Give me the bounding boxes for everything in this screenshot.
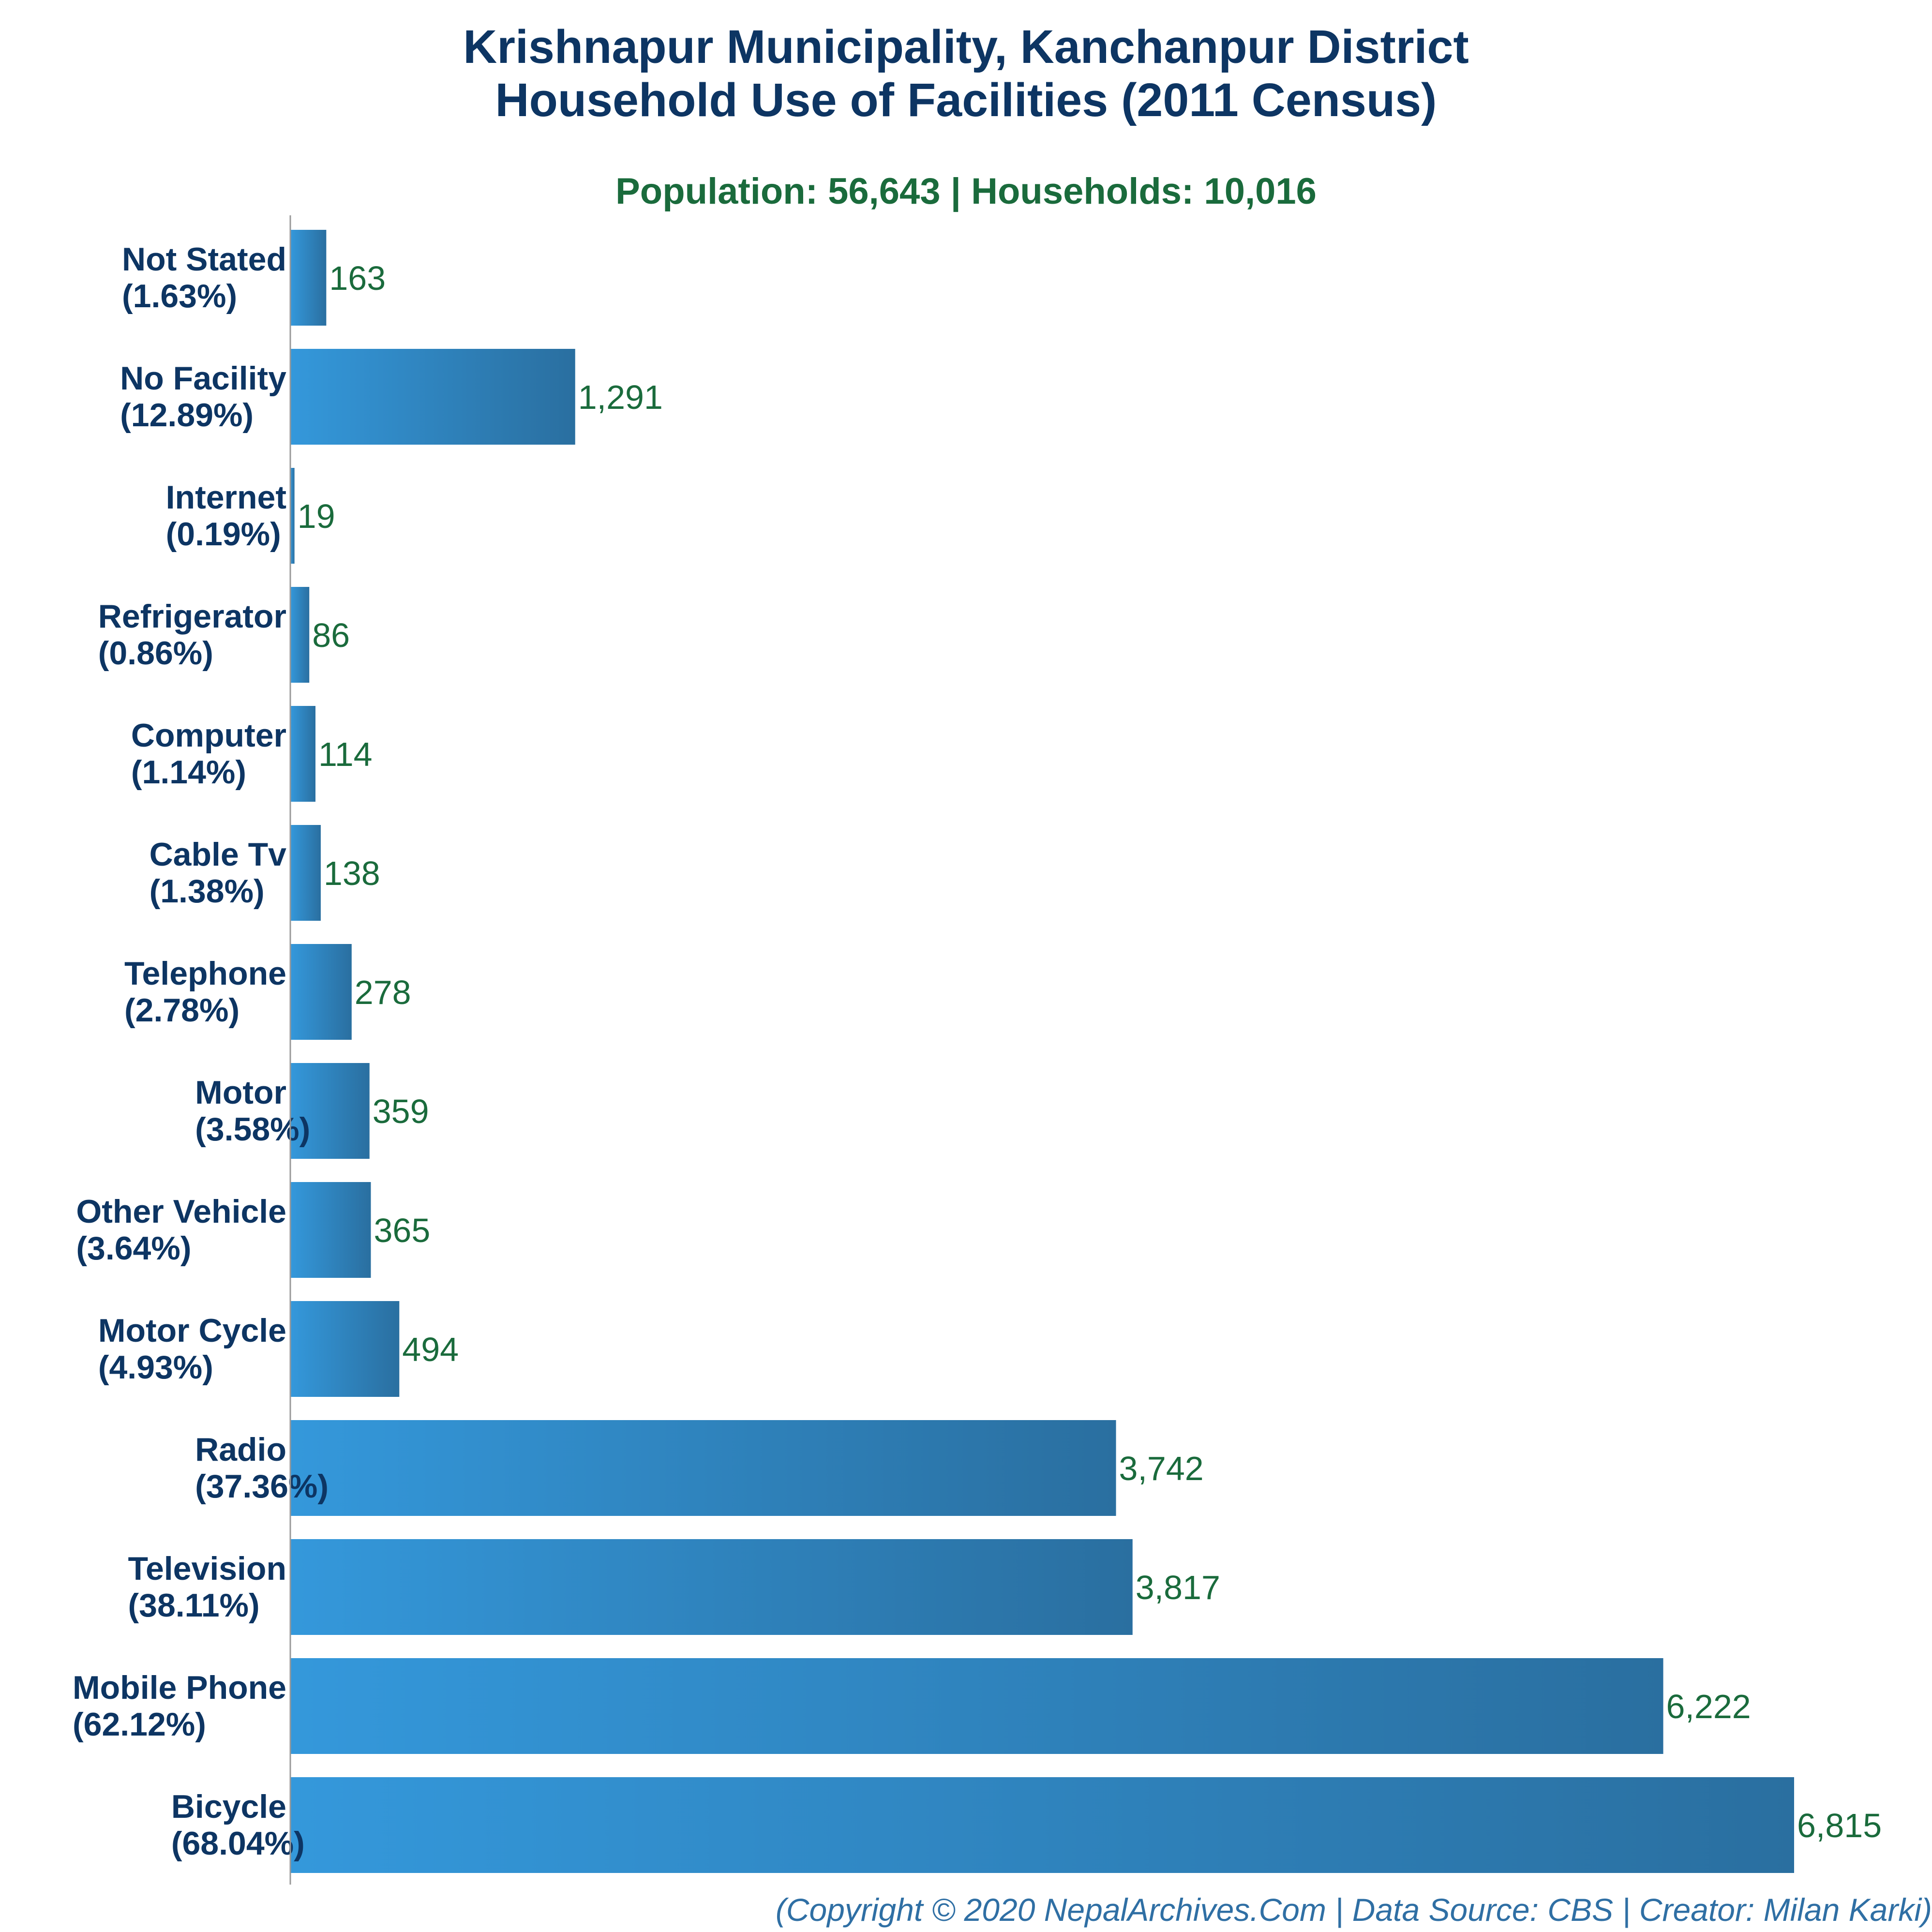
- bar-motor-cycle: [290, 1301, 400, 1397]
- category-label: Refrigerator: [98, 598, 286, 635]
- value-label: 3,817: [1136, 1569, 1220, 1606]
- bar-mobile-phone: [290, 1658, 1663, 1754]
- bar-radio: [290, 1420, 1116, 1516]
- category-percent-label: (37.36%): [195, 1468, 329, 1505]
- category-label: Motor: [195, 1074, 286, 1111]
- value-label: 6,222: [1666, 1688, 1751, 1725]
- category-percent-label: (1.38%): [150, 873, 265, 910]
- category-label: Cable Tv: [150, 836, 287, 873]
- category-label: Internet: [166, 479, 286, 516]
- value-label: 359: [373, 1093, 429, 1130]
- category-label: Television: [128, 1550, 286, 1587]
- category-label: No Facility: [120, 360, 286, 397]
- value-label: 6,815: [1797, 1807, 1882, 1844]
- category-label: Telephone: [124, 955, 286, 992]
- category-percent-label: (3.64%): [76, 1230, 191, 1267]
- chart-subtitle: Population: 56,643 | Households: 10,016: [615, 171, 1317, 212]
- value-label: 114: [318, 735, 373, 773]
- category-percent-label: (12.89%): [120, 397, 254, 434]
- bar-refrigerator: [290, 587, 310, 683]
- bar-not-stated: [290, 230, 327, 326]
- bar-internet: [290, 468, 295, 564]
- bar-telephone: [290, 944, 352, 1040]
- category-percent-label: (0.19%): [166, 516, 281, 553]
- bar-motor: [290, 1063, 370, 1159]
- category-percent-label: (68.04%): [171, 1825, 305, 1862]
- category-label: Motor Cycle: [98, 1312, 286, 1349]
- category-label: Not Stated: [122, 241, 286, 278]
- category-label: Computer: [131, 717, 286, 754]
- category-percent-label: (3.58%): [195, 1111, 310, 1148]
- category-label: Bicycle: [171, 1788, 286, 1825]
- category-percent-label: (38.11%): [128, 1587, 259, 1624]
- value-label: 3,742: [1119, 1450, 1204, 1487]
- bar-bicycle: [290, 1777, 1794, 1873]
- value-label: 1,291: [578, 378, 663, 416]
- chart-title: Krishnapur Municipality, Kanchanpur Dist…: [463, 20, 1469, 73]
- bar-cable-tv: [290, 825, 321, 921]
- bar-other-vehicle: [290, 1182, 371, 1278]
- chart-title-line2: Household Use of Facilities (2011 Census…: [495, 74, 1437, 126]
- value-label: 494: [402, 1331, 459, 1368]
- value-label: 163: [329, 259, 386, 297]
- value-label: 138: [324, 854, 380, 892]
- category-percent-label: (0.86%): [98, 635, 213, 672]
- value-label: 278: [355, 973, 411, 1011]
- bar-television: [290, 1539, 1133, 1635]
- value-label: 19: [298, 497, 335, 535]
- category-label: Mobile Phone: [73, 1669, 286, 1706]
- chart-footer: (Copyright © 2020 NepalArchives.Com | Da…: [775, 1892, 1932, 1928]
- category-percent-label: (62.12%): [73, 1706, 206, 1743]
- bar-no-facility: [290, 349, 575, 445]
- category-label: Other Vehicle: [76, 1193, 286, 1230]
- value-label: 365: [374, 1212, 430, 1249]
- bar-computer: [290, 706, 315, 802]
- category-percent-label: (2.78%): [124, 992, 240, 1029]
- category-percent-label: (4.93%): [98, 1349, 213, 1386]
- value-label: 86: [312, 616, 350, 654]
- category-percent-label: (1.14%): [131, 754, 246, 791]
- category-percent-label: (1.63%): [122, 278, 237, 315]
- category-label: Radio: [195, 1431, 286, 1468]
